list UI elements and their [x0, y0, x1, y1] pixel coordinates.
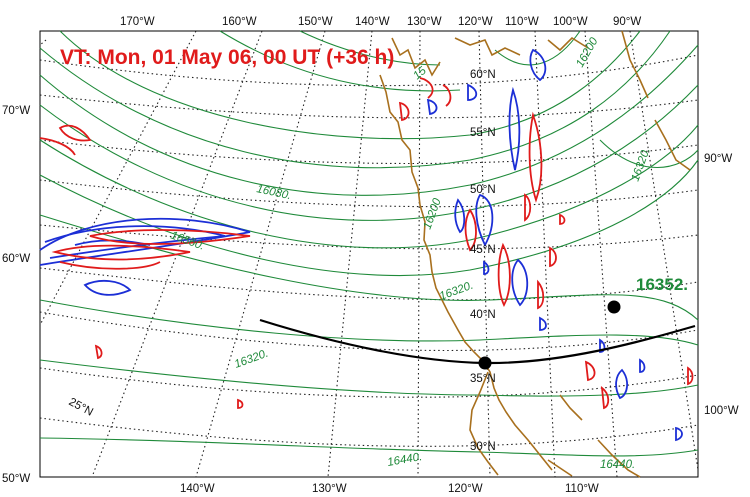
lat-label: 60°N [470, 69, 496, 81]
lat-label: 55°N [470, 127, 496, 139]
lon-label: 170°W [120, 16, 155, 28]
lon-label: 50°W [2, 473, 30, 485]
lon-label: 160°W [222, 16, 257, 28]
trajectory-point-west [478, 356, 492, 370]
lat-label: 50°N [470, 184, 496, 196]
longitude-labels-left: 70°W 60°W 50°W [2, 105, 30, 485]
longitude-labels-top: 170°W 160°W 150°W 140°W 130°W 120°W 110°… [120, 16, 641, 28]
longitude-labels-right: 90°W 100°W [704, 153, 739, 417]
lon-label: 100°W [704, 405, 739, 417]
lon-label: 120°W [448, 483, 483, 495]
lon-label: 120°W [458, 16, 493, 28]
lon-label: 130°W [407, 16, 442, 28]
lon-label: 110°W [505, 16, 539, 28]
contour-label: 16440. [600, 459, 635, 471]
lat-label: 45°N [470, 244, 496, 256]
lon-label: 70°W [2, 105, 30, 117]
height-contours [39, 30, 699, 457]
lon-label: 110°W [565, 483, 599, 495]
lon-label: 100°W [553, 16, 588, 28]
map-title: VT: Mon, 01 May 06, 00 UT (+36 h) [60, 46, 394, 69]
lon-label: 90°W [704, 153, 732, 165]
trajectory [259, 300, 696, 370]
lat-label: 40°N [470, 309, 496, 321]
lon-label: 90°W [613, 16, 641, 28]
lon-label: 130°W [312, 483, 347, 495]
lon-label: 150°W [298, 16, 333, 28]
longitude-labels-bottom: 140°W 130°W 120°W 110°W [180, 483, 599, 495]
lat-label: 35°N [470, 373, 496, 385]
trajectory-point-east [607, 300, 621, 314]
lat-label: 30°N [470, 441, 496, 453]
map-frame [39, 30, 699, 478]
positive-field-contours [39, 77, 694, 410]
coastline [379, 30, 691, 478]
lon-label: 140°W [180, 483, 215, 495]
lon-label: 140°W [355, 16, 390, 28]
lon-label: 60°W [2, 253, 30, 265]
highlight-value: 16352. [636, 275, 688, 294]
negative-field-contours [39, 48, 683, 442]
